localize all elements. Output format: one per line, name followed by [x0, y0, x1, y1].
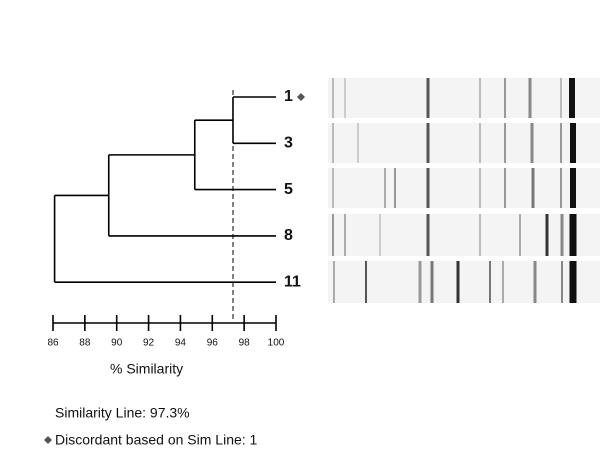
x-tick-label: 96 — [207, 338, 219, 349]
gel-lane — [328, 123, 600, 163]
x-tick-label: 98 — [239, 338, 251, 349]
similarity-line-label: Similarity Line: 97.3% — [55, 405, 190, 421]
x-tick-label: 86 — [47, 338, 59, 349]
discordant-marker — [297, 93, 305, 101]
x-tick-label: 88 — [79, 338, 91, 349]
gel-lanes — [328, 78, 600, 303]
leaf-label: 3 — [284, 135, 293, 152]
x-tick-label: 100 — [268, 338, 285, 349]
x-tick-label: 90 — [111, 338, 123, 349]
discordant-label: Discordant based on Sim Line: 1 — [55, 432, 258, 448]
x-tick-label: 94 — [175, 338, 187, 349]
chart: % Similarity Similarity Line: 97.3% Disc… — [0, 0, 601, 459]
leaf-label: 11 — [284, 273, 301, 290]
x-tick-label: 92 — [143, 338, 155, 349]
discordant-legend-marker — [44, 436, 52, 444]
gel-lane — [328, 78, 600, 118]
leaf-label: 1 — [284, 88, 293, 105]
x-axis-label: % Similarity — [110, 361, 183, 377]
gel-lane — [328, 168, 600, 208]
gel-lane — [328, 261, 600, 303]
gel-lane — [328, 214, 600, 256]
leaf-label: 5 — [284, 181, 293, 198]
leaf-label: 8 — [284, 227, 293, 244]
